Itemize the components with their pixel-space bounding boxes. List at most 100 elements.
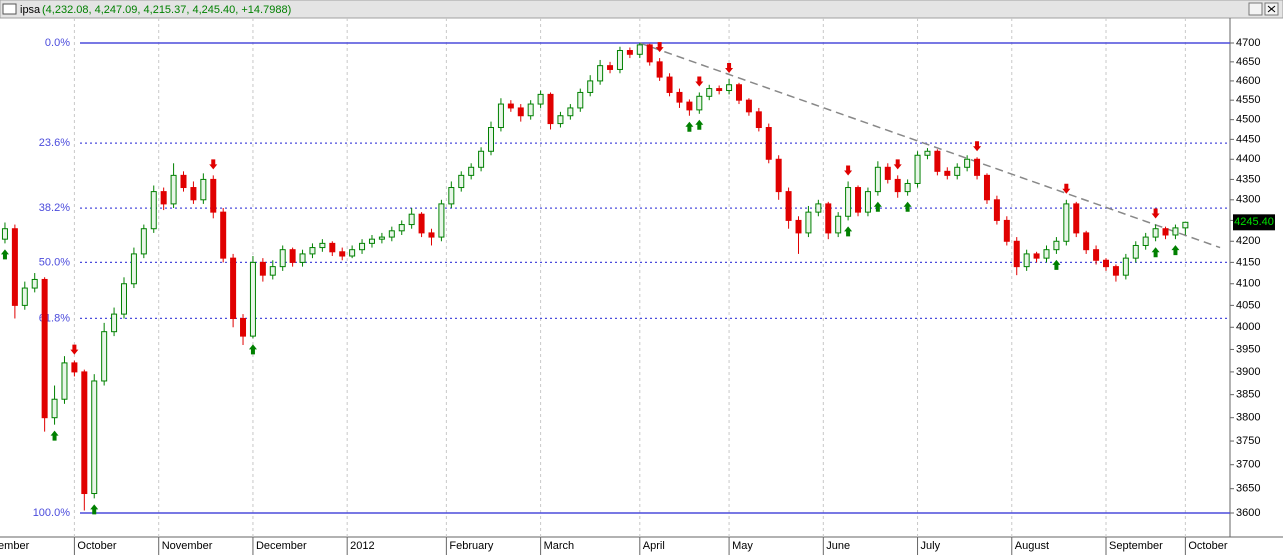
candle-body bbox=[855, 187, 862, 213]
candle-body bbox=[537, 93, 544, 105]
fib-label: 50.0% bbox=[39, 256, 70, 268]
sell-arrow bbox=[725, 62, 734, 73]
candle-body bbox=[726, 84, 733, 92]
x-tick-label: July bbox=[921, 540, 941, 552]
candle-body bbox=[448, 187, 455, 205]
candle-body bbox=[230, 257, 237, 319]
candle-body bbox=[468, 166, 475, 176]
candle-body bbox=[636, 44, 643, 55]
y-tick-label: 4400 bbox=[1236, 153, 1260, 165]
candle-body bbox=[765, 127, 772, 160]
candle-body bbox=[200, 178, 207, 201]
y-tick-label: 4450 bbox=[1236, 133, 1260, 145]
candle-body bbox=[418, 213, 425, 234]
candle-body bbox=[71, 362, 78, 373]
candle-body bbox=[1013, 240, 1020, 268]
candle-body bbox=[279, 249, 286, 268]
candle-body bbox=[755, 111, 762, 129]
sell-arrow bbox=[695, 76, 704, 87]
candle-body bbox=[497, 103, 504, 129]
y-tick-label: 4550 bbox=[1236, 94, 1260, 106]
x-tick-label: February bbox=[449, 540, 494, 552]
fib-label: 38.2% bbox=[39, 202, 70, 214]
x-tick-label: September bbox=[1109, 540, 1163, 552]
candle-body bbox=[299, 253, 306, 263]
buy-arrow bbox=[695, 119, 704, 130]
buy-arrow bbox=[873, 201, 882, 212]
candle-body bbox=[180, 174, 187, 189]
candle-body bbox=[983, 174, 990, 201]
candle-body bbox=[517, 107, 524, 117]
candle-body bbox=[140, 228, 147, 255]
candle-body bbox=[577, 91, 584, 109]
candle-body bbox=[745, 99, 752, 113]
candle-body bbox=[735, 84, 742, 101]
candle-body bbox=[874, 166, 881, 193]
candle-body bbox=[458, 174, 465, 189]
candle-body bbox=[1053, 240, 1060, 251]
y-tick-label: 3750 bbox=[1236, 435, 1260, 447]
x-tick-label: June bbox=[826, 540, 850, 552]
y-tick-label: 3850 bbox=[1236, 389, 1260, 401]
candle-body bbox=[1063, 203, 1070, 242]
candle-body bbox=[1142, 236, 1149, 246]
candle-body bbox=[835, 215, 842, 234]
x-tick-label: October bbox=[77, 540, 116, 552]
close-icon bbox=[1267, 5, 1276, 13]
candle-body bbox=[547, 93, 554, 125]
sell-arrow bbox=[893, 159, 902, 170]
candle-body bbox=[825, 203, 832, 234]
buy-arrow bbox=[0, 249, 9, 260]
candle-body bbox=[607, 65, 614, 70]
y-tick-label: 3900 bbox=[1236, 366, 1260, 378]
candle-body bbox=[785, 191, 792, 221]
candle-body bbox=[944, 170, 951, 176]
candle-body bbox=[319, 242, 326, 249]
y-tick-label: 4350 bbox=[1236, 173, 1260, 185]
candle-body bbox=[1112, 266, 1119, 276]
candle-body bbox=[21, 287, 28, 306]
candle-body bbox=[1182, 221, 1189, 229]
y-tick-label: 4000 bbox=[1236, 321, 1260, 333]
fib-label: 100.0% bbox=[33, 507, 71, 519]
candle-body bbox=[170, 174, 177, 205]
candle-body bbox=[1043, 249, 1050, 259]
candle-body bbox=[240, 317, 247, 337]
candle-body bbox=[1152, 228, 1159, 238]
y-tick-label: 3800 bbox=[1236, 412, 1260, 424]
candle-body bbox=[924, 150, 931, 156]
candle-body bbox=[478, 150, 485, 168]
candle-body bbox=[150, 191, 157, 230]
buy-arrow bbox=[844, 226, 853, 237]
title-bar bbox=[0, 0, 1283, 19]
candle-body bbox=[527, 103, 534, 117]
sell-arrow bbox=[1062, 183, 1071, 194]
candle-body bbox=[795, 219, 802, 234]
buy-arrow bbox=[90, 504, 99, 515]
y-tick-label: 4600 bbox=[1236, 75, 1260, 87]
candle-body bbox=[1093, 249, 1100, 261]
candle-body bbox=[408, 213, 415, 226]
sell-arrow bbox=[209, 159, 218, 170]
restore-button[interactable] bbox=[1248, 2, 1263, 16]
candle-body bbox=[359, 242, 366, 251]
candle-body bbox=[1132, 244, 1139, 259]
candle-body bbox=[974, 158, 981, 176]
candle-body bbox=[964, 158, 971, 168]
fib-label: 23.6% bbox=[39, 137, 70, 149]
last-price-label: 4245.40 bbox=[1234, 216, 1274, 228]
candle-body bbox=[190, 187, 197, 201]
candle-body bbox=[616, 50, 623, 70]
buy-arrow bbox=[685, 121, 694, 132]
candle-body bbox=[368, 238, 375, 244]
candle-body bbox=[914, 154, 921, 184]
candle-body bbox=[587, 80, 594, 93]
candle-body bbox=[388, 230, 395, 238]
candle-body bbox=[775, 158, 782, 193]
y-tick-label: 4100 bbox=[1236, 278, 1260, 290]
candle-body bbox=[894, 178, 901, 193]
y-tick-label: 4650 bbox=[1236, 56, 1260, 68]
candle-body bbox=[1033, 253, 1040, 259]
